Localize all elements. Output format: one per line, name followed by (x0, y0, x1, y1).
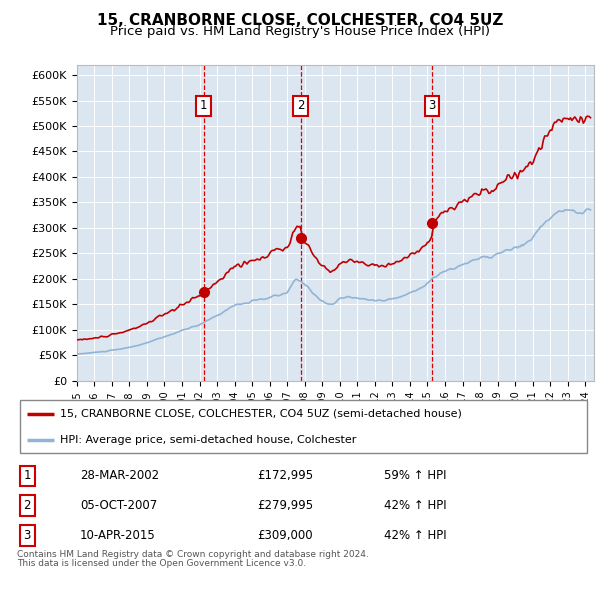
Text: 42% ↑ HPI: 42% ↑ HPI (384, 529, 446, 542)
Text: £279,995: £279,995 (258, 499, 314, 512)
FancyBboxPatch shape (20, 400, 587, 453)
Text: This data is licensed under the Open Government Licence v3.0.: This data is licensed under the Open Gov… (17, 559, 306, 568)
Text: Contains HM Land Registry data © Crown copyright and database right 2024.: Contains HM Land Registry data © Crown c… (17, 550, 368, 559)
Text: 05-OCT-2007: 05-OCT-2007 (80, 499, 157, 512)
Text: £172,995: £172,995 (258, 470, 314, 483)
Text: HPI: Average price, semi-detached house, Colchester: HPI: Average price, semi-detached house,… (60, 435, 356, 445)
Text: 2: 2 (297, 99, 304, 112)
Text: 1: 1 (23, 470, 31, 483)
Text: 15, CRANBORNE CLOSE, COLCHESTER, CO4 5UZ: 15, CRANBORNE CLOSE, COLCHESTER, CO4 5UZ (97, 13, 503, 28)
Text: 15, CRANBORNE CLOSE, COLCHESTER, CO4 5UZ (semi-detached house): 15, CRANBORNE CLOSE, COLCHESTER, CO4 5UZ… (60, 409, 461, 419)
Text: 3: 3 (23, 529, 31, 542)
Text: 59% ↑ HPI: 59% ↑ HPI (384, 470, 446, 483)
Text: £309,000: £309,000 (258, 529, 313, 542)
Text: Price paid vs. HM Land Registry's House Price Index (HPI): Price paid vs. HM Land Registry's House … (110, 25, 490, 38)
Text: 28-MAR-2002: 28-MAR-2002 (80, 470, 159, 483)
Text: 42% ↑ HPI: 42% ↑ HPI (384, 499, 446, 512)
Text: 10-APR-2015: 10-APR-2015 (80, 529, 155, 542)
Text: 3: 3 (428, 99, 436, 112)
Text: 1: 1 (200, 99, 208, 112)
Text: 2: 2 (23, 499, 31, 512)
